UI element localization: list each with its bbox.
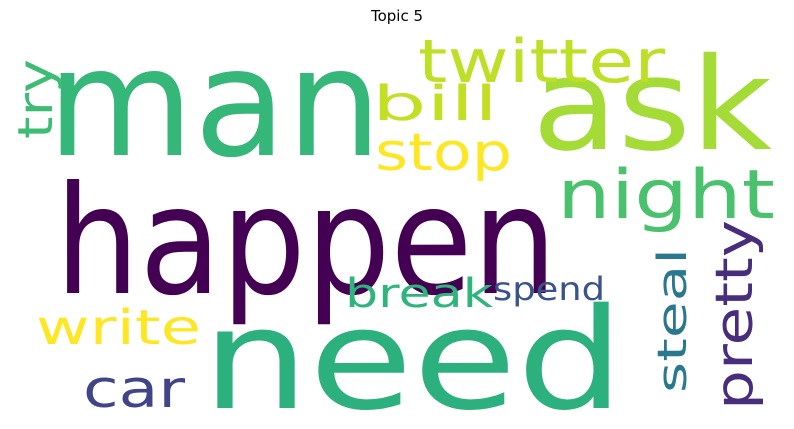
word-happen: happen (55, 155, 557, 329)
word-pretty: pretty (705, 220, 765, 410)
word-night: night (557, 156, 775, 235)
chart-title: Topic 5 (370, 7, 424, 25)
word-spend: spend (493, 270, 605, 308)
word-steal: steal (650, 248, 696, 393)
word-ask: ask (532, 31, 772, 180)
word-car: car (83, 360, 186, 420)
word-man: man (47, 17, 382, 191)
word-try: try (8, 59, 64, 139)
word-stop: stop (375, 123, 512, 183)
word-need: need (202, 279, 624, 429)
word-bill: bill (372, 76, 498, 132)
word-break: break (345, 271, 494, 317)
word-twitter: twitter (418, 27, 665, 97)
word-write: write (36, 300, 201, 356)
